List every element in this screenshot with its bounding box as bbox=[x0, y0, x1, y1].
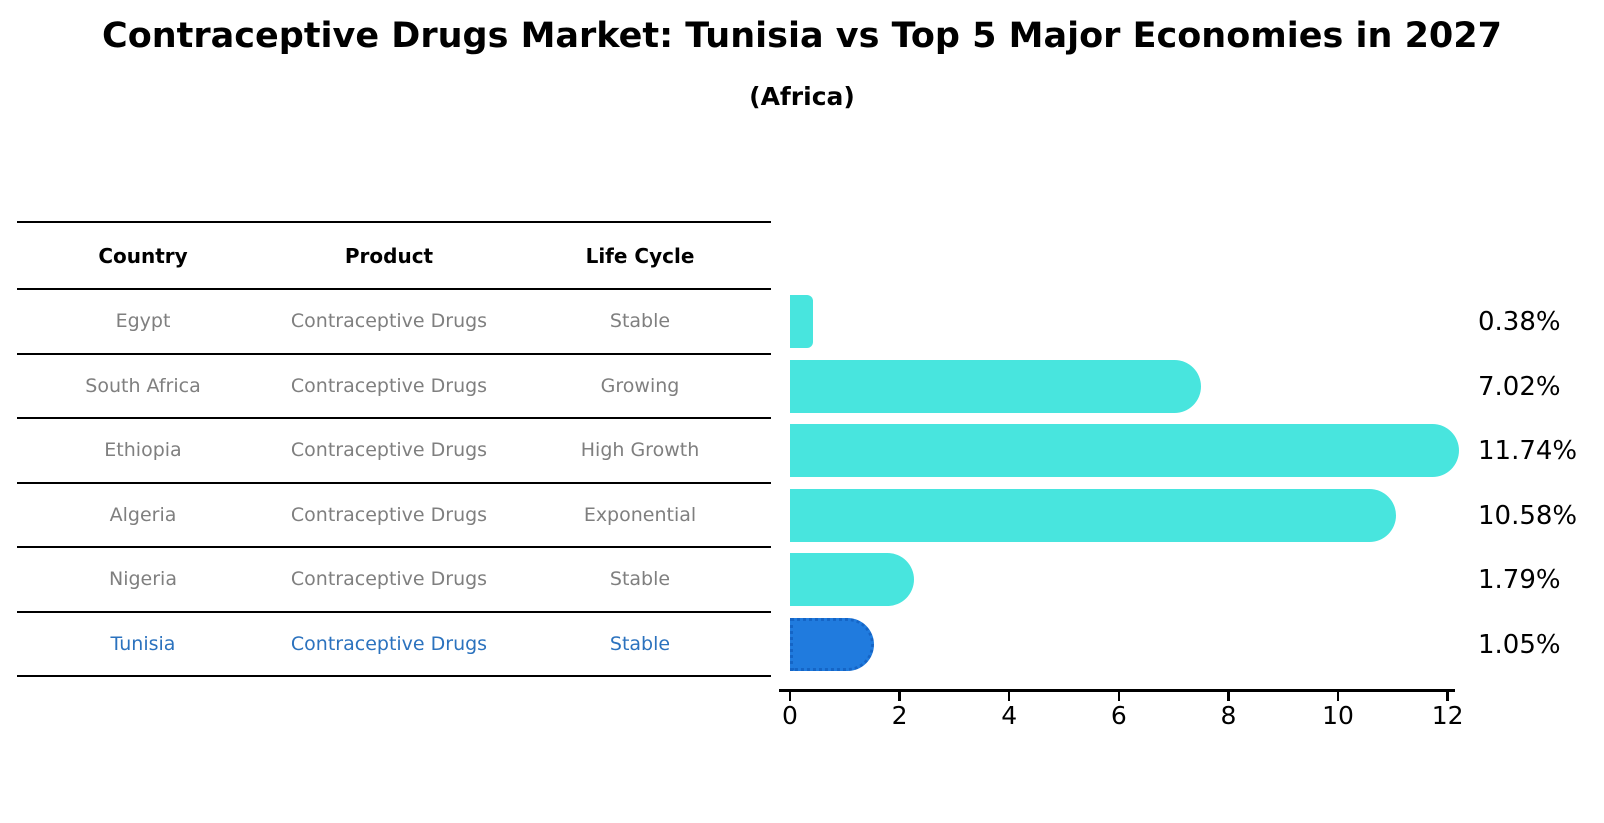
country-cell: Nigeria bbox=[109, 568, 177, 591]
column-header-country: Country bbox=[98, 243, 188, 268]
product-cell: Contraceptive Drugs bbox=[290, 310, 488, 333]
chart-subtitle: (Africa) bbox=[749, 82, 855, 111]
x-tick bbox=[898, 692, 901, 701]
x-tick bbox=[1007, 692, 1011, 701]
table-row: Egypt Contraceptive Drugs Stable bbox=[17, 290, 771, 355]
country-cell: South Africa bbox=[85, 374, 201, 397]
table-row: Nigeria Contraceptive Drugs Stable bbox=[17, 548, 771, 613]
lifecycle-cell: Stable bbox=[609, 632, 671, 655]
x-tick-label: 12 bbox=[1431, 701, 1464, 730]
bar-south-africa bbox=[790, 359, 1201, 413]
x-tick-label: 6 bbox=[1110, 701, 1127, 730]
table-row: Ethiopia Contraceptive Drugs High Growth bbox=[17, 419, 771, 484]
x-tick bbox=[1446, 692, 1449, 701]
value-label: 1.05% bbox=[1478, 629, 1561, 660]
country-cell: Tunisia bbox=[110, 632, 176, 655]
x-axis-line bbox=[779, 689, 1455, 692]
country-cell: Egypt bbox=[115, 310, 171, 333]
table-row: Tunisia Contraceptive Drugs Stable bbox=[17, 613, 771, 677]
bar-highlighted-tunisia bbox=[790, 617, 874, 671]
value-label: 1.79% bbox=[1478, 565, 1561, 596]
table-header-row: Country Product Life Cycle bbox=[17, 221, 771, 290]
bar-egypt bbox=[790, 295, 813, 348]
x-tick bbox=[1336, 692, 1340, 701]
x-tick-label: 8 bbox=[1220, 701, 1237, 730]
chart-title: Contraceptive Drugs Market: Tunisia vs T… bbox=[102, 16, 1502, 56]
value-label: 11.74% bbox=[1478, 436, 1578, 467]
bar-nigeria bbox=[790, 553, 915, 606]
lifecycle-cell: Exponential bbox=[583, 503, 697, 526]
country-cell: Ethiopia bbox=[104, 439, 182, 462]
column-header-product: Product bbox=[344, 243, 434, 268]
value-label: 0.38% bbox=[1478, 307, 1561, 338]
value-label: 7.02% bbox=[1478, 371, 1561, 402]
value-label: 10.58% bbox=[1478, 500, 1578, 531]
column-header-life-cycle: Life Cycle bbox=[585, 243, 695, 268]
bar-ethiopia bbox=[790, 424, 1460, 477]
lifecycle-cell: Stable bbox=[609, 310, 671, 333]
product-cell: Contraceptive Drugs bbox=[290, 632, 488, 655]
product-cell: Contraceptive Drugs bbox=[290, 503, 488, 526]
lifecycle-cell: Stable bbox=[609, 568, 671, 591]
lifecycle-cell: High Growth bbox=[580, 439, 700, 462]
product-cell: Contraceptive Drugs bbox=[290, 439, 488, 462]
table-body: Egypt Contraceptive Drugs Stable South Afri… bbox=[17, 290, 771, 677]
product-cell: Contraceptive Drugs bbox=[290, 568, 488, 591]
bar-algeria bbox=[790, 488, 1396, 542]
product-cell: Contraceptive Drugs bbox=[290, 374, 488, 397]
country-info-table: Country Product Life Cycle Egypt Contrace… bbox=[17, 221, 771, 677]
x-tick bbox=[1227, 692, 1230, 701]
x-tick bbox=[1117, 692, 1121, 701]
x-tick-label: 0 bbox=[782, 701, 798, 730]
x-tick-label: 2 bbox=[891, 701, 908, 730]
x-tick-label: 10 bbox=[1322, 701, 1354, 730]
lifecycle-cell: Growing bbox=[600, 374, 680, 397]
x-tick-label: 4 bbox=[1001, 701, 1018, 730]
country-cell: Algeria bbox=[109, 503, 177, 526]
table-row: Algeria Contraceptive Drugs Exponential bbox=[17, 484, 771, 548]
x-tick bbox=[788, 692, 792, 701]
table-row: South Africa Contraceptive Drugs Growing bbox=[17, 355, 771, 419]
